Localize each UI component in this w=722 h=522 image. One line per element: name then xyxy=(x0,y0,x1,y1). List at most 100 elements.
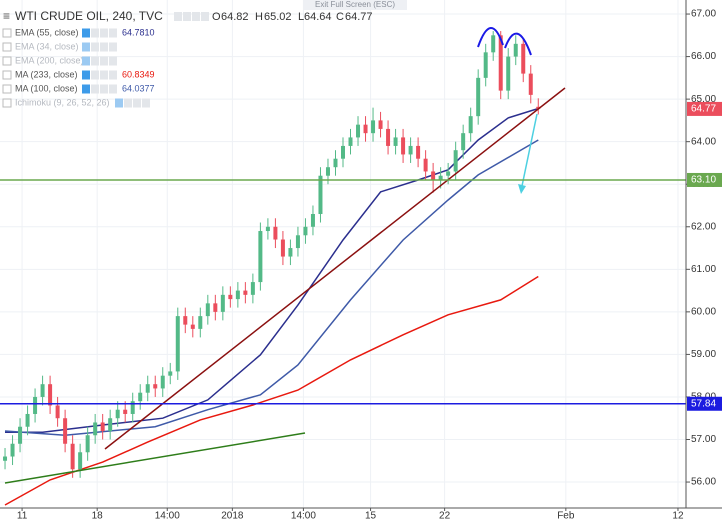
legend-button[interactable] xyxy=(142,98,150,108)
candle-body xyxy=(356,124,361,138)
candle-body xyxy=(205,303,210,317)
candle-body xyxy=(431,171,436,180)
candle-body xyxy=(536,106,541,109)
legend-button[interactable] xyxy=(124,98,132,108)
indicator-value: 64.0377 xyxy=(122,83,155,93)
candle-body xyxy=(528,73,533,95)
candle-body xyxy=(213,303,218,312)
candle-body xyxy=(108,418,113,431)
price-label: 64.77 xyxy=(691,104,716,115)
legend-button[interactable] xyxy=(82,56,90,66)
legend-button[interactable] xyxy=(100,70,108,80)
candle-body xyxy=(378,120,383,129)
legend-button[interactable] xyxy=(91,70,99,80)
menu-icon[interactable]: ≡ xyxy=(3,9,10,23)
y-tick-label: 59.00 xyxy=(691,349,716,360)
candle-body xyxy=(461,133,466,151)
candles xyxy=(3,31,541,478)
indicator-line xyxy=(4,275,539,506)
legend-button[interactable] xyxy=(174,12,182,21)
indicator-value: 60.8349 xyxy=(122,69,155,79)
legend-button[interactable] xyxy=(91,42,99,52)
legend-button[interactable] xyxy=(183,12,191,21)
symbol-title: WTI CRUDE OIL, 240, TVC xyxy=(15,9,163,23)
indicator-name: EMA (55, close) xyxy=(15,27,79,37)
candle-body xyxy=(235,290,240,300)
indicator-name: Ichimoku (9, 26, 52, 26) xyxy=(15,97,110,107)
candle-body xyxy=(416,145,421,159)
arrow-head xyxy=(518,184,526,194)
exit-full-screen[interactable]: Exit Full Screen (ESC) xyxy=(315,0,395,9)
y-tick-label: 60.00 xyxy=(691,307,716,318)
candle-body xyxy=(153,384,158,389)
candle-body xyxy=(3,456,8,461)
candle-body xyxy=(280,239,285,257)
y-tick-label: 62.00 xyxy=(691,221,716,232)
ohlc-label: C xyxy=(336,11,344,23)
price-label-bg xyxy=(687,172,722,187)
candle-body xyxy=(33,396,38,414)
candle-body xyxy=(250,282,255,295)
legend-button[interactable] xyxy=(115,98,123,108)
legend-button[interactable] xyxy=(100,56,108,66)
legend-button[interactable] xyxy=(192,12,200,21)
x-tick-label: 11 xyxy=(17,511,28,522)
exit-button-bg[interactable] xyxy=(303,0,407,10)
candle-body xyxy=(48,384,53,406)
legend-button[interactable] xyxy=(109,84,117,94)
legend: ≡ WTI CRUDE OIL, 240, TVC O 64.82 H 65.02 L 6… xyxy=(2,9,373,108)
legend-button[interactable] xyxy=(100,84,108,94)
candle-body xyxy=(476,77,481,117)
legend-button[interactable] xyxy=(109,56,117,66)
legend-button[interactable] xyxy=(91,56,99,66)
legend-handle xyxy=(2,70,12,80)
candle-body xyxy=(55,405,60,419)
ohlc-value: 65.02 xyxy=(264,11,292,23)
legend-button[interactable] xyxy=(109,28,117,38)
x-tick-label: 2018 xyxy=(221,511,244,522)
ohlc-value: 64.64 xyxy=(304,11,332,23)
price-label: 63.10 xyxy=(691,175,716,186)
indicator-name: MA (100, close) xyxy=(15,83,78,93)
candle-body xyxy=(145,384,150,393)
candle-body xyxy=(70,443,75,470)
indicator-name: MA (233, close) xyxy=(15,69,78,79)
candle-body xyxy=(123,409,128,414)
candle-body xyxy=(243,290,248,295)
candle-body xyxy=(190,324,195,329)
legend-button[interactable] xyxy=(82,42,90,52)
candle-body xyxy=(401,137,406,155)
legend-button[interactable] xyxy=(91,84,99,94)
ohlc-label: L xyxy=(298,11,304,23)
legend-handle xyxy=(2,28,12,38)
price-label-bg xyxy=(687,396,722,411)
legend-button[interactable] xyxy=(100,28,108,38)
candle-body xyxy=(521,43,526,74)
candle-body xyxy=(85,435,90,453)
ohlc-label: O xyxy=(212,11,221,23)
legend-button[interactable] xyxy=(82,70,90,80)
indicator-lines xyxy=(4,107,539,506)
x-tick-label: Feb xyxy=(557,511,575,522)
arrow xyxy=(521,113,538,187)
legend-button[interactable] xyxy=(100,42,108,52)
legend-button[interactable] xyxy=(109,70,117,80)
candle-body xyxy=(506,56,511,91)
candle-body xyxy=(468,116,473,134)
candle-body xyxy=(273,226,278,240)
legend-button[interactable] xyxy=(109,42,117,52)
indicator-line xyxy=(4,139,539,436)
legend-button[interactable] xyxy=(201,12,209,21)
candle-body xyxy=(303,226,308,236)
y-tick-label: 61.00 xyxy=(691,264,716,275)
y-tick-label: 65.00 xyxy=(691,94,716,105)
candle-body xyxy=(310,214,315,227)
x-tick-label: 18 xyxy=(92,511,104,522)
legend-button[interactable] xyxy=(133,98,141,108)
candle-body xyxy=(63,418,68,444)
legend-button[interactable] xyxy=(82,84,90,94)
x-tick-label: 22 xyxy=(439,511,451,522)
legend-button[interactable] xyxy=(91,28,99,38)
legend-button[interactable] xyxy=(82,28,90,38)
